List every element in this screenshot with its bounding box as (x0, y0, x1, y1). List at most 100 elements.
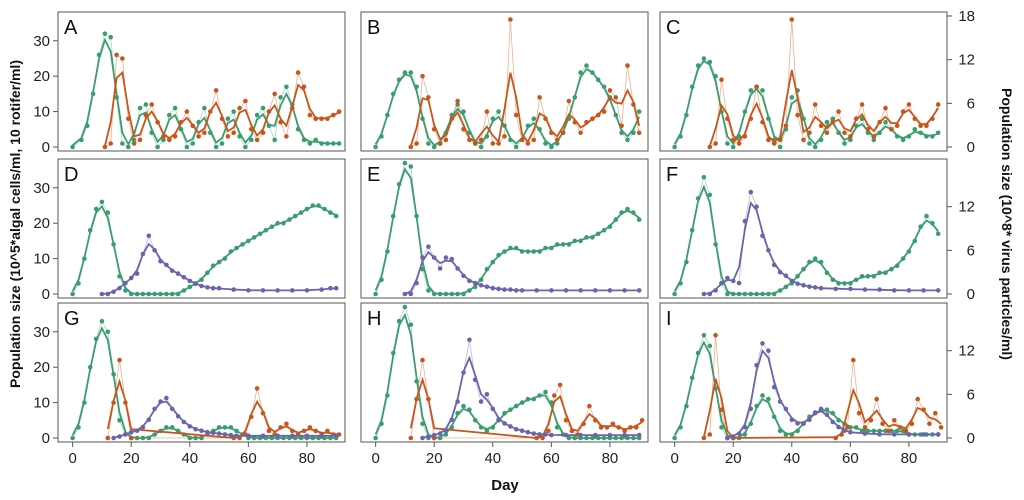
data-point-rotifer (255, 386, 260, 391)
data-point-algae (713, 74, 718, 79)
data-point-algae (930, 134, 935, 139)
data-point-virus (328, 286, 333, 291)
data-point-rotifer (877, 120, 882, 125)
data-point-algae (258, 232, 263, 237)
data-point-rotifer (561, 131, 566, 136)
data-point-algae (719, 425, 724, 430)
data-point-algae (88, 365, 93, 370)
data-point-algae (825, 407, 830, 412)
data-point-algae (602, 85, 607, 90)
data-point-virus (702, 292, 707, 297)
data-point-virus (549, 288, 554, 293)
data-point-algae (414, 214, 419, 219)
data-point-rotifer (278, 120, 283, 125)
data-point-virus (784, 274, 789, 279)
data-point-rotifer (605, 425, 610, 430)
data-point-algae (308, 141, 313, 146)
data-point-rotifer (138, 138, 143, 143)
data-point-algae (479, 145, 484, 150)
data-point-algae (426, 141, 431, 146)
data-point-algae (825, 271, 830, 276)
data-point-algae (532, 116, 537, 121)
data-point-virus (275, 288, 280, 293)
data-point-algae (584, 436, 589, 441)
data-point-algae (831, 278, 836, 283)
data-point-algae (334, 214, 339, 219)
data-point-algae (543, 141, 548, 146)
data-point-algae (918, 224, 923, 229)
data-point-algae (120, 141, 125, 146)
data-point-algae (461, 109, 466, 114)
data-point-virus (772, 263, 777, 268)
data-point-virus (813, 410, 818, 415)
data-point-rotifer (587, 404, 592, 409)
data-point-algae (696, 63, 701, 68)
data-point-algae (243, 145, 248, 150)
data-point-algae (578, 239, 583, 244)
data-point-virus (426, 434, 431, 439)
data-point-algae (414, 85, 419, 90)
data-point-algae (731, 292, 736, 297)
data-point-virus (713, 288, 718, 293)
data-point-algae (690, 376, 695, 381)
data-point-algae (293, 214, 298, 219)
data-point-algae (766, 116, 771, 121)
data-point-algae (144, 102, 149, 107)
data-point-virus (147, 234, 152, 239)
data-point-algae (211, 263, 216, 268)
data-point-rotifer (337, 109, 342, 114)
data-point-virus (450, 257, 455, 262)
data-point-algae (409, 164, 414, 169)
data-point-virus (100, 292, 105, 297)
data-point-algae (123, 288, 128, 293)
data-point-rotifer (628, 425, 633, 430)
data-point-rotifer (296, 70, 301, 75)
data-point-algae (385, 249, 390, 254)
data-point-algae (514, 404, 519, 409)
data-point-algae (754, 404, 759, 409)
data-point-virus (129, 430, 134, 435)
data-point-rotifer (185, 109, 190, 114)
data-point-virus (622, 288, 627, 293)
data-point-rotifer (731, 138, 736, 143)
data-point-algae (76, 425, 81, 430)
data-point-virus (921, 432, 926, 437)
data-point-algae (246, 239, 251, 244)
data-point-virus (217, 431, 222, 436)
data-point-rotifer (611, 422, 616, 427)
data-point-algae (403, 305, 408, 310)
data-point-rotifer (179, 120, 184, 125)
data-point-rotifer (848, 134, 853, 139)
data-point-algae (196, 120, 201, 125)
data-point-virus (520, 428, 525, 433)
data-point-algae (94, 207, 99, 212)
data-point-rotifer (111, 400, 116, 405)
data-point-algae (872, 274, 877, 279)
panel-label: A (64, 17, 78, 39)
data-point-virus (892, 432, 897, 437)
data-point-rotifer (520, 138, 525, 143)
data-point-virus (801, 421, 806, 426)
data-point-algae (129, 292, 134, 297)
data-point-algae (284, 85, 289, 90)
data-point-rotifer (261, 411, 266, 416)
y-tick-label-right: 12 (958, 199, 975, 216)
data-point-algae (202, 106, 207, 111)
data-point-virus (514, 288, 519, 293)
y-tick-label-right: 0 (967, 139, 975, 156)
data-point-algae (385, 393, 390, 398)
data-point-algae (590, 235, 595, 240)
data-point-virus (234, 434, 239, 439)
data-point-algae (147, 292, 152, 297)
x-tick-label: 60 (842, 450, 859, 467)
data-point-virus (637, 433, 642, 438)
data-point-virus (205, 430, 210, 435)
y-tick-label-right: 6 (967, 95, 975, 112)
data-point-algae (760, 292, 765, 297)
data-point-algae (85, 124, 90, 129)
data-point-virus (135, 271, 140, 276)
data-point-rotifer (813, 102, 818, 107)
data-point-algae (70, 436, 75, 441)
data-point-virus (319, 287, 324, 292)
